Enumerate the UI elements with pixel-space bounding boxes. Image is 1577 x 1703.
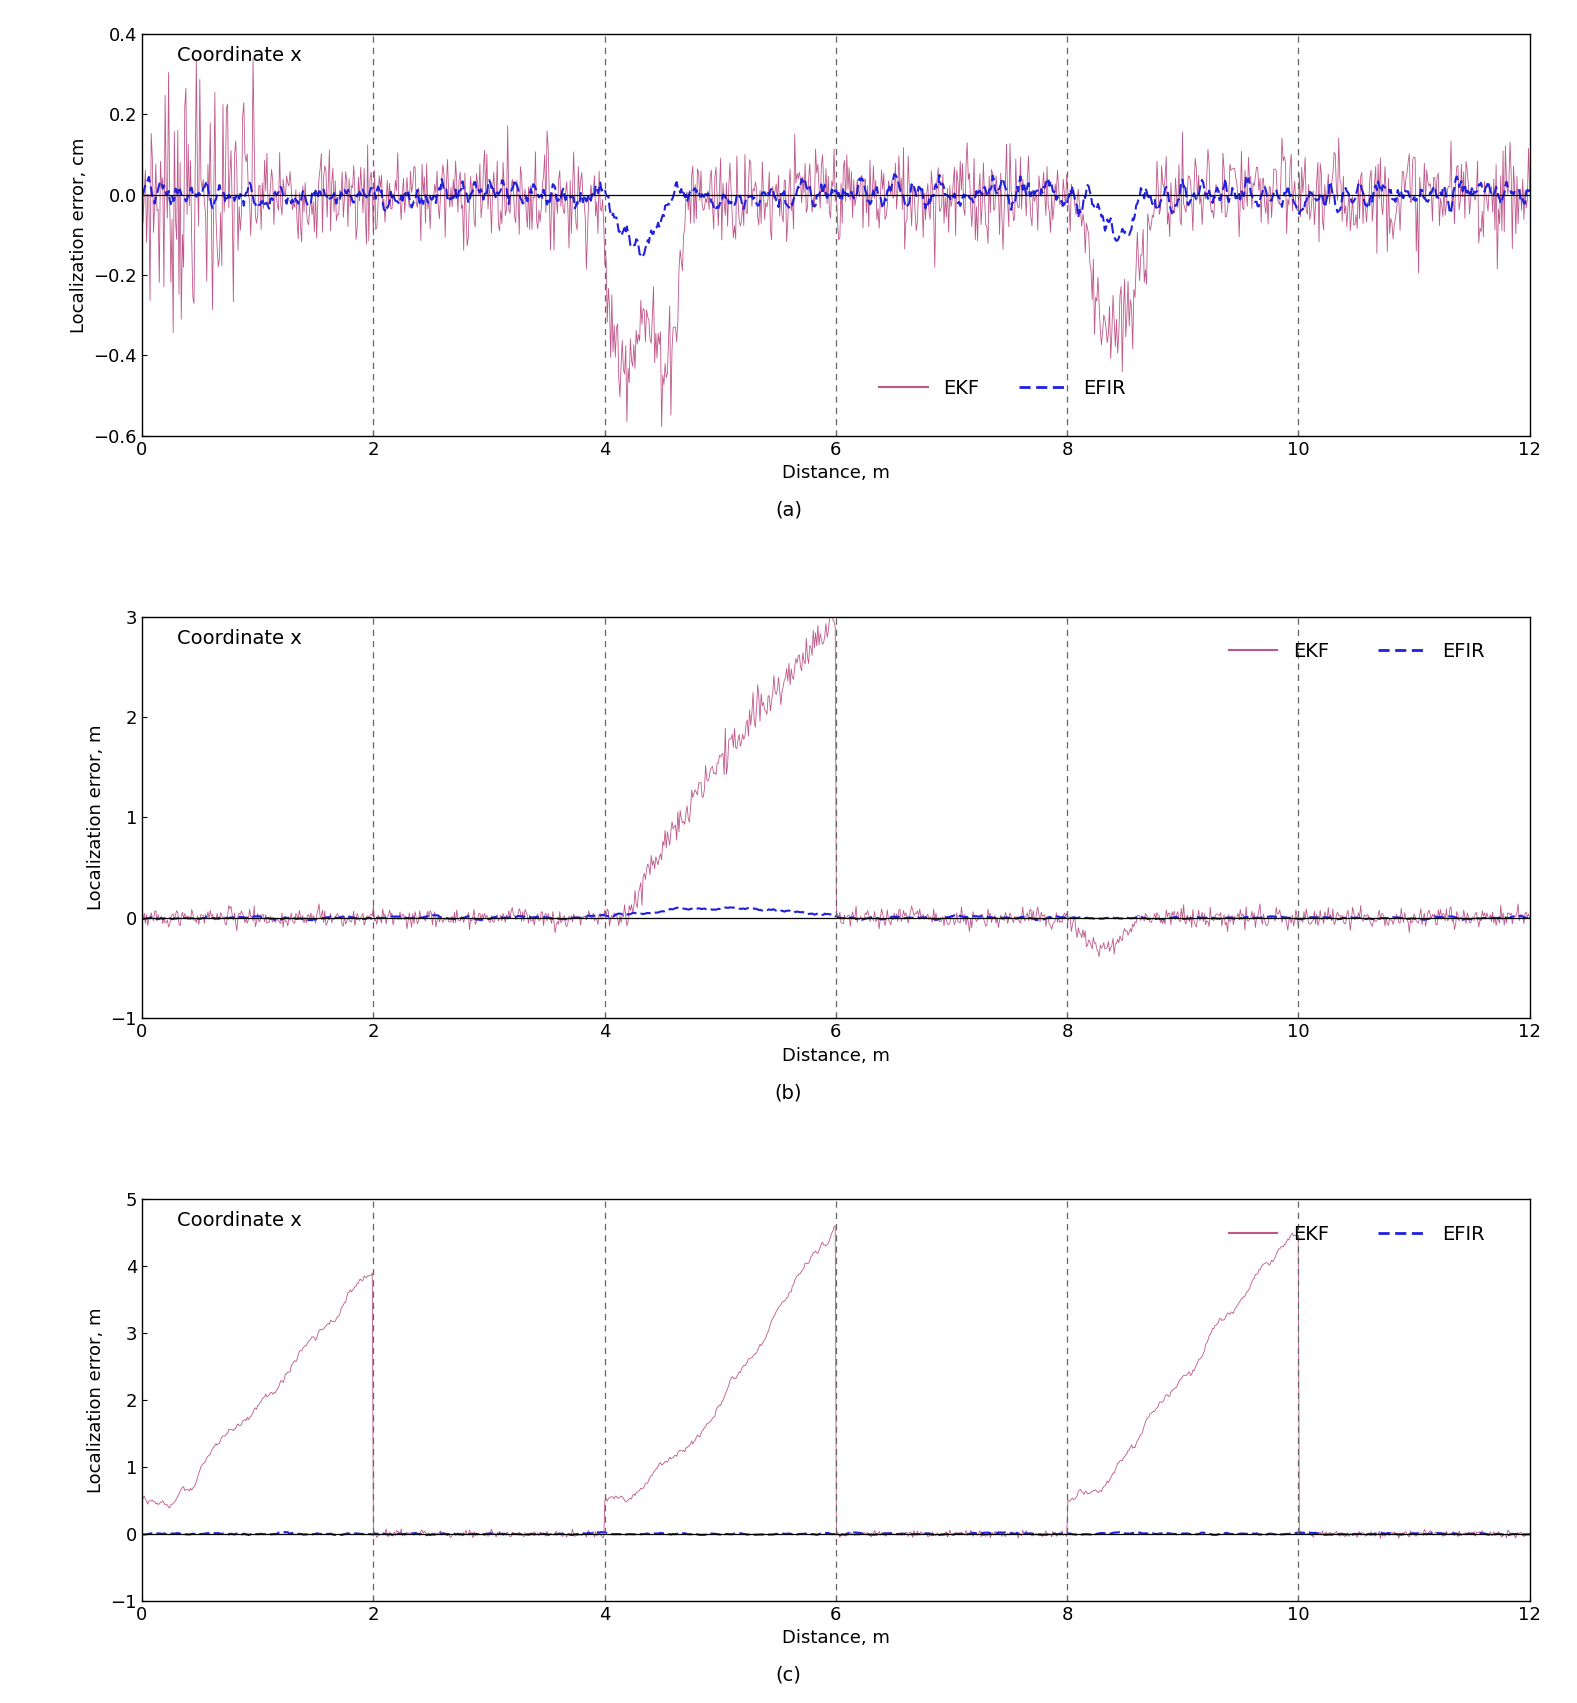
- Y-axis label: Localization error, m: Localization error, m: [87, 1308, 106, 1494]
- X-axis label: Distance, m: Distance, m: [782, 1047, 889, 1064]
- Text: (b): (b): [774, 1083, 803, 1102]
- Text: (a): (a): [774, 501, 803, 519]
- Legend: EKF, EFIR: EKF, EFIR: [1221, 1218, 1492, 1252]
- Legend: EKF, EFIR: EKF, EFIR: [872, 371, 1134, 405]
- X-axis label: Distance, m: Distance, m: [782, 465, 889, 482]
- X-axis label: Distance, m: Distance, m: [782, 1630, 889, 1647]
- Text: Coordinate x: Coordinate x: [177, 46, 301, 65]
- Text: Coordinate x: Coordinate x: [177, 1211, 301, 1230]
- Y-axis label: Localization error, cm: Localization error, cm: [69, 138, 88, 332]
- Legend: EKF, EFIR: EKF, EFIR: [1221, 634, 1492, 669]
- Text: (c): (c): [776, 1666, 801, 1684]
- Y-axis label: Localization error, m: Localization error, m: [87, 725, 106, 909]
- Text: Coordinate x: Coordinate x: [177, 628, 301, 647]
